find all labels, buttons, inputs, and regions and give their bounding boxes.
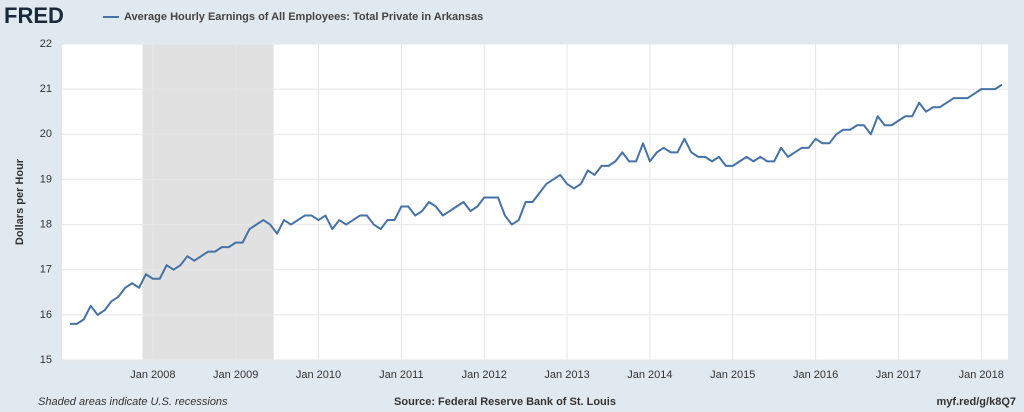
y-tick-label: 19	[40, 173, 52, 185]
x-tick-label: Jan 2018	[959, 369, 1004, 381]
x-tick-label: Jan 2013	[544, 369, 589, 381]
y-axis-label: Dollars per Hour	[14, 158, 26, 245]
x-tick-label: Jan 2009	[213, 369, 258, 381]
recession-band	[142, 44, 274, 360]
legend-title: Average Hourly Earnings of All Employees…	[124, 11, 483, 23]
x-tick-label: Jan 2016	[793, 369, 838, 381]
y-tick-label: 18	[40, 218, 52, 230]
x-tick-label: Jan 2014	[627, 369, 672, 381]
footer-note: Shaded areas indicate U.S. recessions	[38, 396, 228, 408]
x-tick-label: Jan 2017	[876, 369, 921, 381]
x-tick-label: Jan 2015	[710, 369, 755, 381]
x-tick-label: Jan 2011	[379, 369, 423, 381]
y-tick-label: 22	[40, 38, 52, 50]
y-tick-label: 21	[40, 83, 52, 95]
x-tick-label: Jan 2008	[130, 369, 175, 381]
y-tick-label: 16	[40, 309, 52, 321]
x-tick-label: Jan 2012	[462, 369, 507, 381]
y-tick-label: 20	[40, 128, 52, 140]
x-tick-label: Jan 2010	[296, 369, 341, 381]
logo: FRED	[4, 3, 64, 28]
y-tick-label: 15	[40, 354, 52, 366]
y-tick-label: 17	[40, 264, 52, 276]
footer-source: Source: Federal Reserve Bank of St. Loui…	[394, 396, 616, 408]
data-line	[70, 83, 1003, 325]
footer-link: myf.red/g/k8Q7	[937, 396, 1016, 408]
